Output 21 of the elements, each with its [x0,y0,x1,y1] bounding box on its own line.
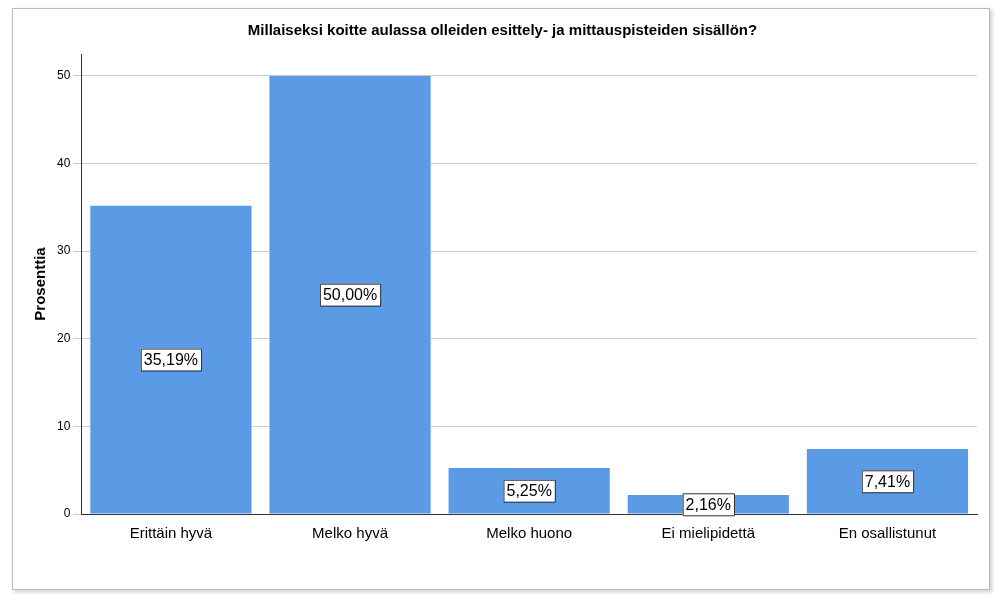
x-tick-label: Melko hyvä [312,524,389,542]
bar [269,75,431,514]
data-label: 35,19% [143,350,199,368]
x-tick-label: Melko huono [486,524,573,542]
x-tick-label: Ei mielipidettä [661,524,756,542]
bar [90,205,252,514]
x-tick-label: En osallistunut [838,524,938,542]
data-label: 50,00% [322,286,378,304]
bar [806,449,969,514]
y-tick-label: 0 [63,506,71,521]
x-tick-label: Erittäin hyvä [129,524,213,542]
y-tick-label: 20 [56,331,71,346]
data-label: 7,41% [864,472,911,490]
y-tick-label: 10 [56,418,71,433]
y-tick-label: 40 [56,155,71,170]
y-axis-title: Prosenttia [31,246,49,321]
y-tick-label: 50 [56,68,71,83]
data-label: 5,25% [506,482,552,500]
data-label: 2,16% [685,495,731,513]
chart-title: Millaiseksi koitte aulassa olleiden esittely- ja mittauspisteiden sisällön? [247,21,758,39]
y-tick-label: 30 [56,243,71,258]
